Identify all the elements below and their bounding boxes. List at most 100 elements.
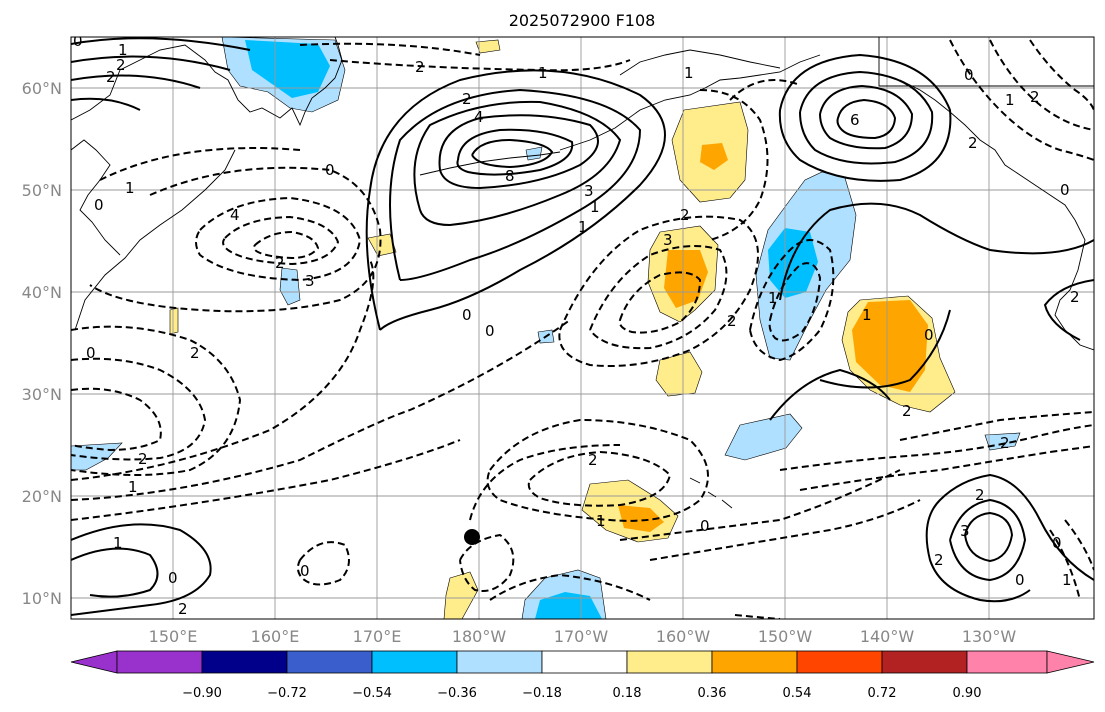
map-frame bbox=[70, 36, 1095, 620]
shade-neg-hawaii-north bbox=[724, 413, 803, 461]
colorbar-segment bbox=[541, 650, 628, 674]
contour-label: 2 bbox=[902, 402, 912, 420]
contour-label: 3 bbox=[663, 231, 673, 249]
contour-label: 1 bbox=[1062, 571, 1072, 589]
shade-neg-kamchatka-core bbox=[245, 40, 330, 98]
contour-label: 1 bbox=[596, 512, 606, 530]
shade-pos-small-3 bbox=[169, 307, 179, 335]
contour-label: 1 bbox=[862, 306, 872, 324]
contour-label-group: 1 2 2 2 1 0 4 2 6 0 1 2 0 2 1 2 3 2 4 8 … bbox=[73, 32, 1080, 618]
contour-label: 2 bbox=[190, 344, 200, 362]
coast-kuril-japan bbox=[74, 149, 236, 331]
contour-label: 1 bbox=[684, 64, 694, 82]
contour-label: 3 bbox=[584, 182, 594, 200]
contour-label: 2 bbox=[968, 134, 978, 152]
contour-label: 0 bbox=[73, 32, 83, 50]
contour-gulf-alaska-high bbox=[778, 53, 952, 182]
contour-label: 2 bbox=[1030, 88, 1040, 106]
lat-label: 60°N bbox=[22, 79, 62, 98]
coastlines bbox=[71, 37, 1094, 509]
coast-alaska-peninsula bbox=[559, 54, 821, 151]
colorbar-tick-label: −0.36 bbox=[437, 686, 477, 701]
contour-label: 3 bbox=[960, 522, 970, 540]
contour-label: 0 bbox=[1060, 181, 1070, 199]
contour-label: 0 bbox=[325, 161, 335, 179]
latitude-axis: 60°N 50°N 40°N 30°N 20°N 10°N bbox=[22, 79, 62, 608]
colorbar-segment bbox=[966, 650, 1048, 674]
lon-label: 170°W bbox=[554, 627, 609, 646]
contour-label: 0 bbox=[700, 517, 710, 535]
lat-label: 30°N bbox=[22, 385, 62, 404]
shade-pos-small-4 bbox=[443, 571, 479, 619]
contour-label: 0 bbox=[86, 344, 96, 362]
lon-label: 170°E bbox=[353, 627, 402, 646]
shade-pos-hawaii-core bbox=[618, 505, 664, 532]
colorbar-segment bbox=[881, 650, 968, 674]
contour-label: 2 bbox=[975, 486, 985, 504]
contour-label: 1 bbox=[538, 64, 548, 82]
colorbar-tick-label: −0.18 bbox=[522, 686, 562, 701]
contour-label: 2 bbox=[116, 56, 126, 74]
contour-label: 2 bbox=[106, 68, 116, 86]
contour-label: 2 bbox=[415, 58, 425, 76]
contour-label: 1 bbox=[113, 534, 123, 552]
lat-label: 40°N bbox=[22, 283, 62, 302]
contour-label: 2 bbox=[680, 206, 690, 224]
shade-neg-small-1 bbox=[279, 267, 301, 306]
lon-label: 130°W bbox=[962, 627, 1017, 646]
contour-label: 3 bbox=[305, 272, 315, 290]
contour-label: 1 bbox=[768, 289, 778, 307]
lon-label: 140°W bbox=[860, 627, 915, 646]
typhoon-position-marker bbox=[464, 529, 480, 545]
colorbar-tick-label: −0.90 bbox=[182, 686, 222, 701]
colorbar-extend-low bbox=[70, 650, 118, 674]
contour-label: 2 bbox=[462, 90, 472, 108]
contours-negative bbox=[71, 39, 1094, 619]
contour-label: 0 bbox=[485, 322, 495, 340]
shade-pos-small-2 bbox=[367, 233, 397, 257]
contour-label: 0 bbox=[964, 66, 974, 84]
lat-label: 50°N bbox=[22, 181, 62, 200]
colorbar-segment bbox=[796, 650, 883, 674]
colorbar bbox=[70, 650, 1095, 674]
lon-label: 160°E bbox=[251, 627, 300, 646]
colorbar-tick-label: 0.18 bbox=[613, 686, 642, 701]
colorbar-tick-label: 0.90 bbox=[953, 686, 982, 701]
contour-label: 0 bbox=[94, 196, 104, 214]
colorbar-tick-label: −0.72 bbox=[267, 686, 307, 701]
contour-label: 2 bbox=[934, 551, 944, 569]
map-title: 2025072900 F108 bbox=[509, 11, 656, 30]
contour-label: 1 bbox=[125, 179, 135, 197]
colorbar-tick-label: 0.54 bbox=[783, 686, 812, 701]
contour-label: 6 bbox=[850, 111, 860, 129]
contour-label: 0 bbox=[462, 306, 472, 324]
lon-label: 150°E bbox=[149, 627, 198, 646]
lat-label: 20°N bbox=[22, 487, 62, 506]
coast-alaska-north bbox=[619, 49, 781, 76]
contour-label: 0 bbox=[1052, 534, 1062, 552]
contour-label: 0 bbox=[1015, 571, 1025, 589]
contours-positive bbox=[71, 37, 1094, 616]
lon-label: 180°W bbox=[452, 627, 507, 646]
coast-bc-us bbox=[1054, 219, 1094, 351]
shade-pos-160w-core bbox=[664, 250, 708, 308]
contour-label: 2 bbox=[138, 450, 148, 468]
contour-label: 2 bbox=[275, 254, 285, 272]
shade-pos-alaska-core bbox=[700, 143, 728, 170]
coast-box-canada bbox=[878, 37, 1094, 87]
contour-label: 4 bbox=[230, 206, 240, 224]
colorbar-tick-label: 0.72 bbox=[868, 686, 897, 701]
contour-label: 0 bbox=[168, 569, 178, 587]
contour-label: 8 bbox=[505, 167, 515, 185]
shaded-anomalies bbox=[71, 37, 1021, 619]
colorbar-segment bbox=[371, 650, 458, 674]
contour-label: 1 bbox=[1005, 91, 1015, 109]
shade-pos-140w-core bbox=[852, 300, 928, 392]
contour-label: 1 bbox=[590, 198, 600, 216]
coast-hawaii bbox=[689, 477, 733, 509]
contour-label: 0 bbox=[924, 326, 934, 344]
contour-label: 2 bbox=[1070, 288, 1080, 306]
colorbar-segment bbox=[201, 650, 288, 674]
colorbar-segment bbox=[626, 650, 713, 674]
